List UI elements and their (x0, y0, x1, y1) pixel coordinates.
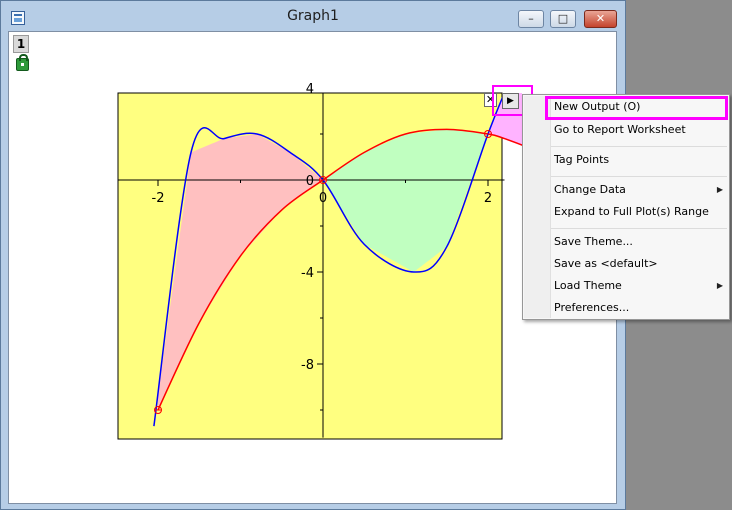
x-tick-label: -2 (152, 191, 165, 206)
menu-separator (551, 146, 727, 147)
menu-separator (551, 176, 727, 177)
menu-item-go-to-report-worksheet[interactable]: Go to Report Worksheet (554, 123, 686, 136)
window-title: Graph1 (287, 8, 339, 24)
fill-area-2 (323, 129, 488, 272)
y-tick-label: -4 (301, 266, 314, 281)
fill-area-1 (158, 134, 323, 410)
menu-item-load-theme-label: Load Theme (554, 279, 622, 292)
menu-item-change-data-label: Change Data (554, 183, 626, 196)
menu-separator (551, 228, 727, 229)
maximize-button[interactable]: □ (550, 10, 576, 28)
menu-item-change-data[interactable]: Change Data ▶ (554, 180, 726, 200)
menu-item-preferences[interactable]: Preferences... (554, 301, 630, 314)
graph-window-icon[interactable] (11, 11, 25, 25)
menu-item-new-output[interactable]: New Output (O) (554, 100, 641, 113)
y-tick-label: 0 (306, 174, 314, 189)
close-window-button[interactable]: ✕ (584, 10, 617, 28)
x-tick-label: 0 (319, 191, 327, 206)
lock-icon[interactable] (16, 54, 29, 71)
x-tick-label: 2 (484, 191, 492, 206)
menu-item-save-as-default[interactable]: Save as <default> (554, 257, 658, 270)
title-bar[interactable]: Graph1 – □ ✕ (1, 1, 625, 31)
minimize-button[interactable]: – (518, 10, 544, 28)
series-blue-line (153, 93, 506, 427)
menu-gutter (524, 96, 551, 318)
menu-item-save-theme[interactable]: Save Theme... (554, 235, 633, 248)
context-menu: New Output (O) Go to Report Worksheet Ta… (522, 94, 730, 320)
menu-item-load-theme[interactable]: Load Theme ▶ (554, 276, 726, 296)
y-tick-label: 4 (306, 82, 314, 97)
submenu-arrow-icon: ▶ (716, 185, 723, 194)
layer-1-tab[interactable]: 1 (13, 35, 29, 53)
menu-item-tag-points[interactable]: Tag Points (554, 153, 610, 166)
series-red-line (157, 128, 522, 411)
y-tick-label: -8 (301, 358, 314, 373)
submenu-arrow-icon: ▶ (716, 281, 723, 290)
close-mini-toolbar-icon[interactable]: ✕ (484, 93, 497, 107)
menu-item-expand-range[interactable]: Expand to Full Plot(s) Range (554, 205, 709, 218)
mini-toolbar-arrow-button[interactable]: ▶ (502, 93, 519, 109)
